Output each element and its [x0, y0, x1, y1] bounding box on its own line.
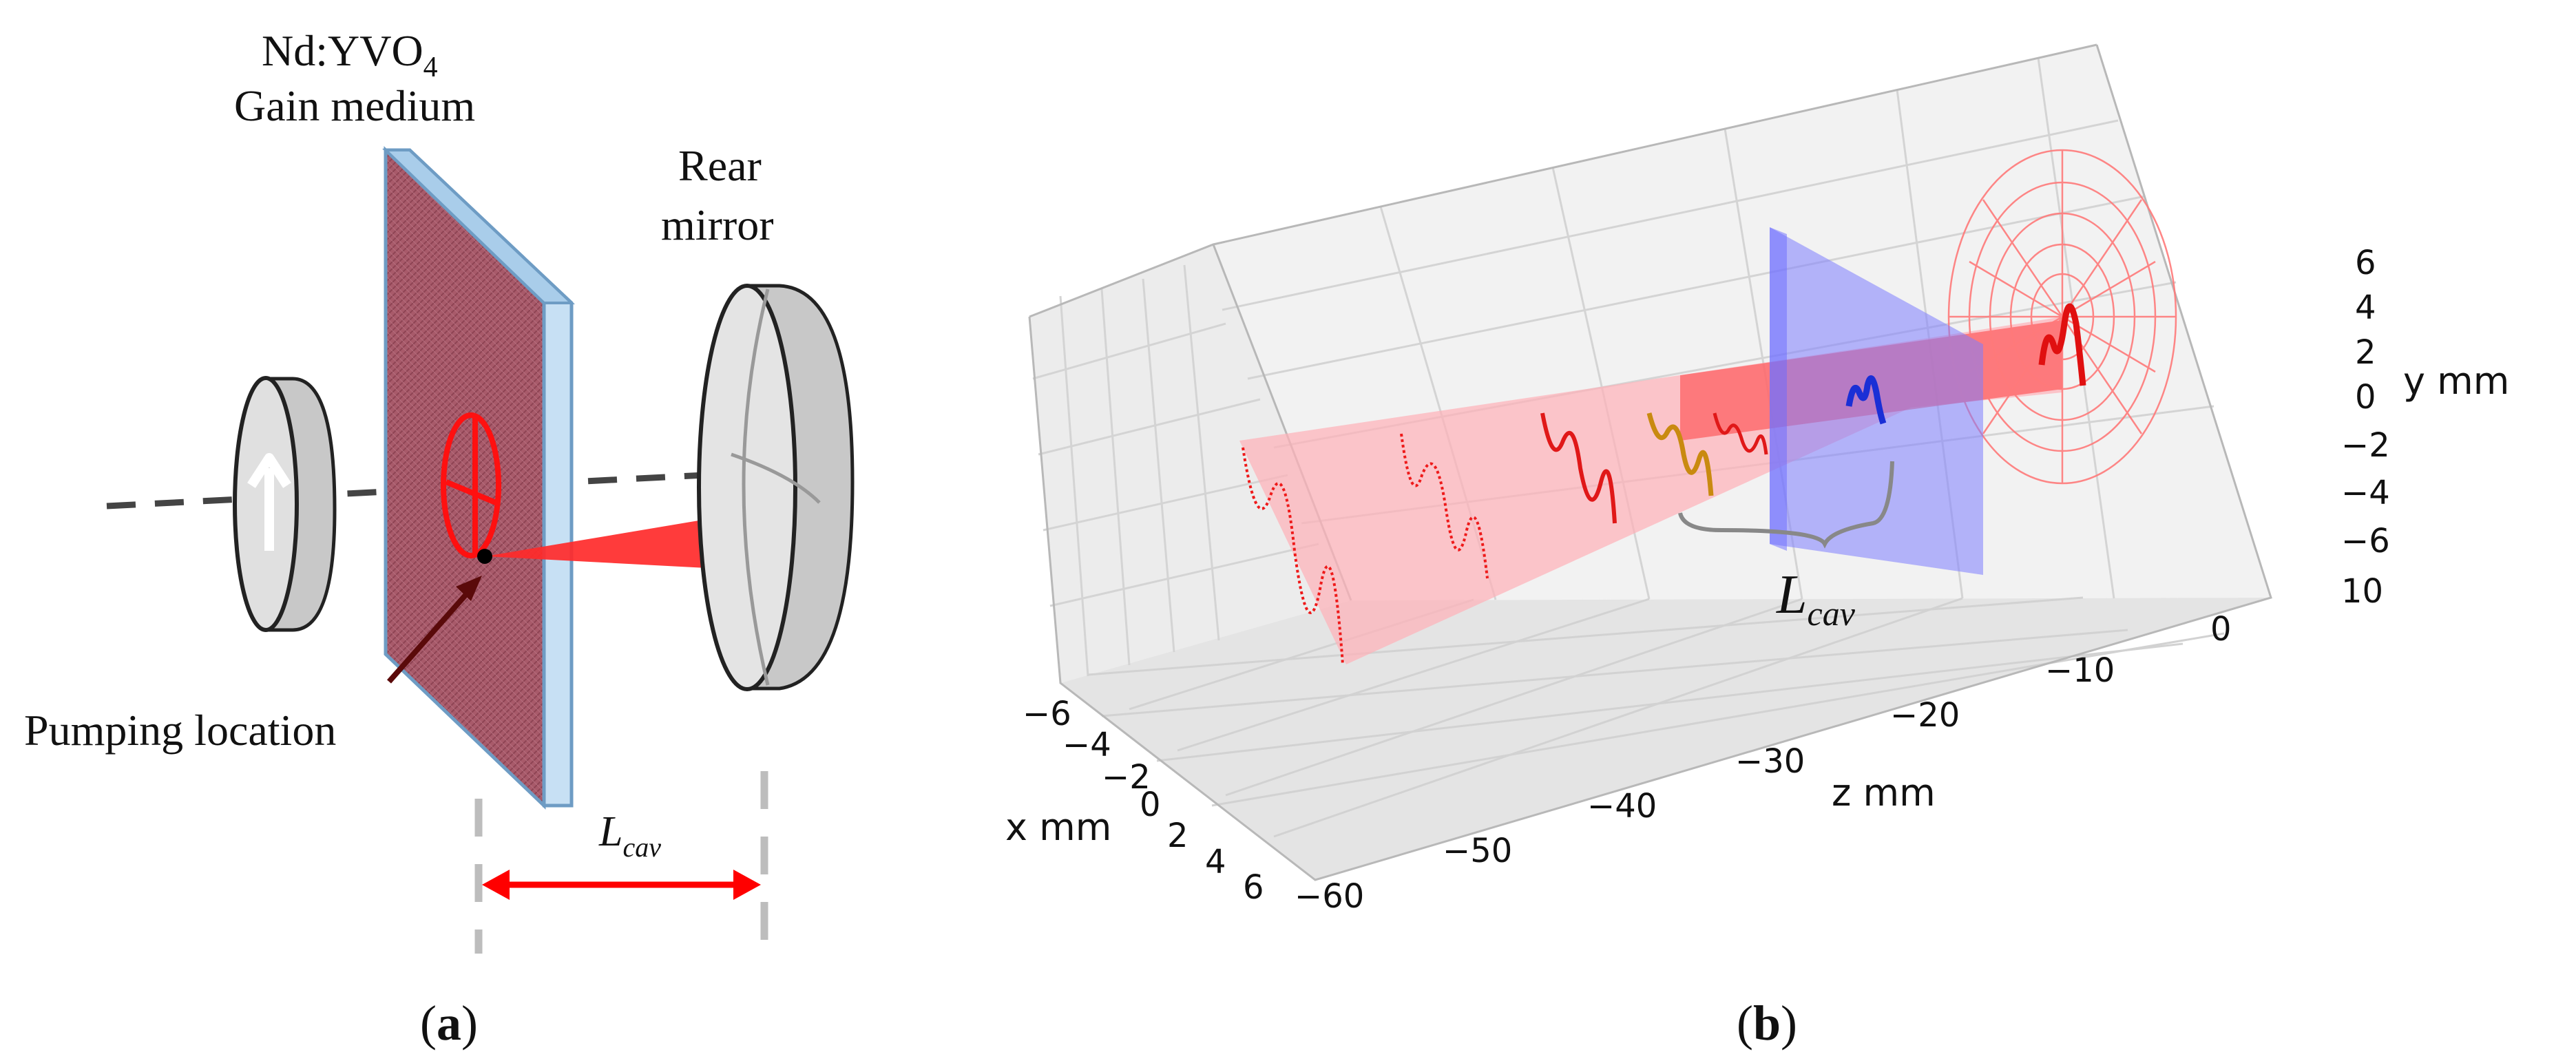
optical-axis [106, 468, 772, 510]
y-tick: −2 [2341, 426, 2390, 465]
lcav-brace [1678, 461, 1894, 549]
gain-medium-formula: Nd:YVO4 [262, 26, 438, 83]
y-tick: 4 [2355, 288, 2376, 327]
caption-a: (a) [420, 996, 478, 1051]
pumping-pointer [387, 585, 474, 684]
caption-b: (b) [1737, 996, 1797, 1051]
z-tick: −20 [1890, 696, 1960, 735]
mode-profile-blue [1845, 375, 1887, 425]
y-tick: 0 [2355, 378, 2376, 417]
mode-profile-2 [1400, 433, 1489, 579]
polarization-arrow-icon [247, 453, 291, 551]
left-pane [1029, 244, 1351, 683]
mode-profile-3 [1540, 412, 1617, 524]
rear-mirror-label-line1: Rear [678, 141, 762, 190]
x-tick: 4 [1205, 843, 1226, 881]
lcav-arrowhead-left-icon [482, 870, 510, 900]
y-tick: 2 [2355, 333, 2376, 372]
rear-mirror [697, 284, 855, 691]
floor-grid [1087, 596, 2225, 838]
lcav-label-a: Lcav [598, 808, 661, 863]
lcav-arrowhead-right-icon [733, 870, 761, 900]
z-axis-label: z mm [1832, 771, 1936, 815]
lcav-label-b: Lcav [1776, 565, 1856, 633]
rear-mirror-label-line2: mirror [661, 200, 774, 249]
floor-pane [1060, 598, 2271, 880]
mode-profile-5 [1713, 412, 1768, 455]
x-axis-ticks: −6 −4 −2 0 2 4 6 x mm [1005, 695, 1264, 907]
x-tick: 0 [1140, 786, 1161, 824]
z-tick: −40 [1587, 787, 1657, 826]
output-coupler-disk [233, 376, 337, 632]
pumping-location-label: Pumping location [24, 706, 336, 755]
mode-profile-1 [1242, 447, 1344, 665]
left-grid [1032, 264, 1319, 677]
pumping-point [477, 549, 492, 564]
panel-a: Nd:YVO4 Gain medium Rear mirror Pumping … [24, 26, 855, 1051]
x-tick: −2 [1102, 758, 1151, 797]
y-tick: 6 [2355, 244, 2376, 282]
z-tick: 10 [2341, 572, 2383, 611]
z-tick: −30 [1735, 742, 1805, 781]
y-tick: −4 [2341, 474, 2390, 512]
z-tick: −60 [1295, 877, 1364, 916]
mode-profile-6 [2038, 303, 2086, 386]
y-axis-label: y mm [2403, 359, 2509, 403]
x-tick: −4 [1062, 726, 1111, 764]
panel-b: Lcav 6 4 2 0 −2 −4 −6 y mm −60 −50 −40 −… [1005, 43, 2509, 1051]
x-tick: −6 [1023, 695, 1071, 733]
x-tick: 6 [1243, 868, 1264, 907]
y-axis-ticks: 6 4 2 0 −2 −4 −6 y mm [2341, 244, 2509, 560]
x-axis-label: x mm [1005, 806, 1111, 849]
pump-spot [441, 412, 501, 558]
gain-medium-label: Gain medium [234, 81, 475, 130]
pumping-arrowhead-icon [456, 576, 482, 601]
mesh-cone [1947, 149, 2177, 485]
z-tick: −50 [1443, 832, 1512, 870]
transmission-plane-edge [1770, 227, 1787, 551]
y-tick: −6 [2341, 522, 2390, 560]
x-tick: 2 [1167, 817, 1188, 855]
z-axis-ticks: −60 −50 −40 −30 −20 −10 0 10 z mm [1295, 572, 2383, 916]
mode-profile-4 [1646, 412, 1714, 496]
z-tick: 0 [2210, 610, 2232, 649]
z-tick: −10 [2045, 651, 2115, 690]
gain-medium-crystal [382, 146, 576, 810]
